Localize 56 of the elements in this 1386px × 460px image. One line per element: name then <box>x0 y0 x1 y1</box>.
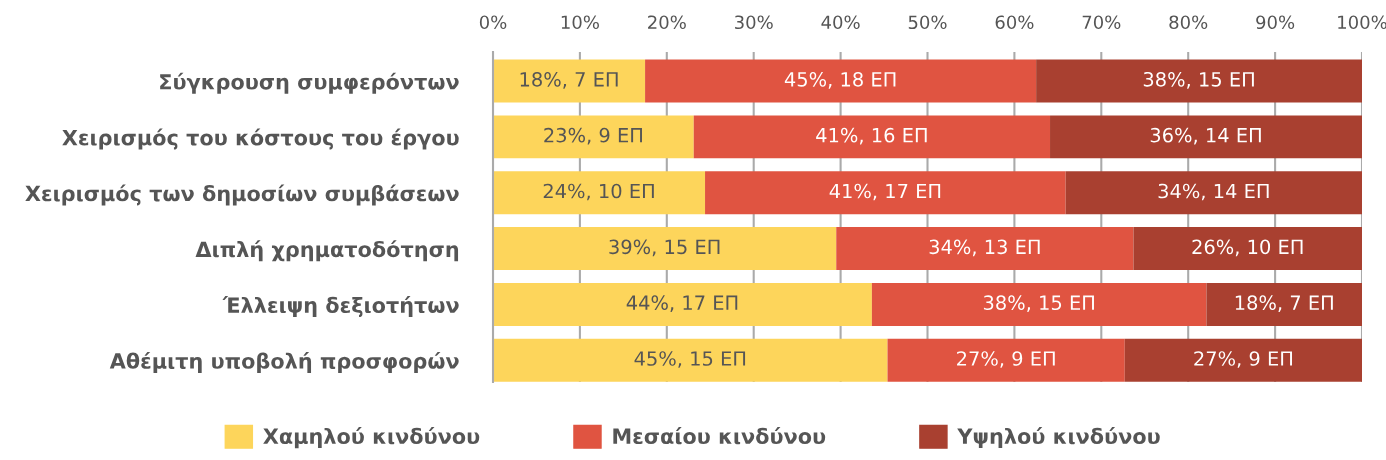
y-tick-label: Σύγκρουση συμφερόντων <box>160 72 459 94</box>
x-tick-label: 80% <box>1169 15 1208 30</box>
x-tick-label: 60% <box>995 15 1034 30</box>
y-tick-label: Χειρισμός του κόστους του έργου <box>62 128 459 150</box>
data-label: 18%, 7 ΕΠ <box>1235 295 1333 313</box>
data-label: 34%, 13 ΕΠ <box>929 239 1040 257</box>
data-label: 23%, 9 ΕΠ <box>544 127 642 145</box>
x-tick-label: 20% <box>648 15 686 30</box>
data-label: 44%, 17 ΕΠ <box>626 295 738 313</box>
bar <box>1206 282 1362 326</box>
x-tick-label: 0% <box>479 15 507 30</box>
data-label: 27%, 9 ΕΠ <box>1194 351 1292 368</box>
data-label: 34%, 14 ΕΠ <box>1158 183 1269 201</box>
data-label: 24%, 10 ΕΠ <box>543 183 654 201</box>
bar <box>493 338 888 382</box>
bar <box>1133 227 1362 271</box>
data-label: 27%, 9 ΕΠ <box>957 351 1055 368</box>
y-tick-label: Έλλειψη δεξιοτήτων <box>222 296 459 318</box>
bar <box>1124 338 1362 382</box>
bar <box>1050 115 1362 159</box>
data-label: 36%, 14 ΕΠ <box>1150 127 1261 145</box>
bar <box>493 115 694 159</box>
y-tick-label: Χειρισμός των δημοσίων συμβάσεων <box>25 184 459 206</box>
data-label: 41%, 17 ΕΠ <box>829 183 941 201</box>
data-label: 45%, 18 ΕΠ <box>784 71 896 89</box>
data-label: 39%, 15 ΕΠ <box>609 239 720 257</box>
bar <box>493 171 706 215</box>
data-label: 18%, 7 ΕΠ <box>520 71 618 89</box>
bar <box>1065 171 1362 215</box>
bar <box>705 171 1066 215</box>
legend-label: Μεσαίου κινδύνου <box>613 427 826 445</box>
data-label: 45%, 15 ΕΠ <box>634 351 746 368</box>
data-label: 38%, 15 ΕΠ <box>1143 71 1254 89</box>
bar <box>871 282 1207 326</box>
x-tick-label: 10% <box>561 15 599 30</box>
data-label: 41%, 16 ΕΠ <box>816 127 927 145</box>
bar <box>887 338 1125 382</box>
bar <box>1036 59 1362 103</box>
x-tick-label: 90% <box>1256 15 1295 30</box>
x-tick-label: 100% <box>1338 15 1386 30</box>
x-tick-label: 30% <box>735 15 773 30</box>
bar <box>693 115 1051 159</box>
x-tick-label: 50% <box>908 15 947 30</box>
bar <box>836 227 1134 271</box>
legend-label: Υψηλού κινδύνου <box>957 427 1160 449</box>
data-label: 38%, 15 ΕΠ <box>983 295 1094 313</box>
x-tick-label: 70% <box>1082 15 1121 30</box>
legend-label: Χαμηλού κινδύνου <box>263 427 480 449</box>
bar <box>493 282 872 326</box>
bar <box>493 227 837 271</box>
bar <box>493 59 646 103</box>
y-tick-label: Διπλή χρηματοδότηση <box>195 240 459 262</box>
bar <box>645 59 1037 103</box>
y-tick-label: Αθέμιτη υποβολή προσφορών <box>109 351 459 373</box>
data-label: 26%, 10 ΕΠ <box>1192 239 1303 257</box>
x-tick-label: 40% <box>821 15 860 30</box>
